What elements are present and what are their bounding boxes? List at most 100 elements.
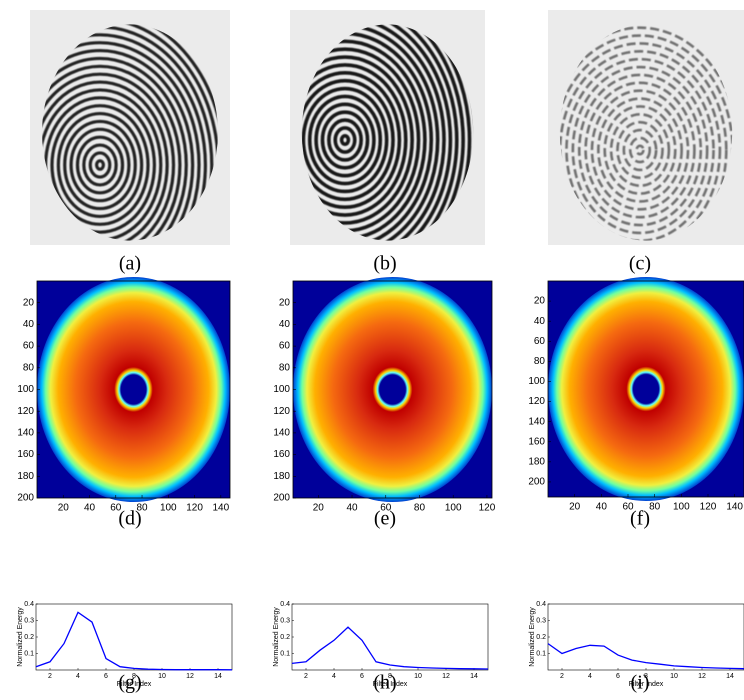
ridge: [307, 94, 383, 186]
ridge: [301, 24, 453, 241]
ridge: [94, 159, 105, 171]
y-tick-label: 80: [23, 362, 35, 373]
ridge: [82, 143, 118, 187]
y-tick-label: 0.3: [280, 617, 290, 624]
ridge: [88, 151, 112, 179]
y-tick-label: 40: [23, 319, 35, 330]
y-tick-label: 0.2: [24, 634, 34, 641]
x-axis-label: Filter Index: [629, 681, 664, 688]
y-axis-label: Normalized Energy: [17, 607, 24, 667]
caption: (h): [373, 672, 396, 694]
y-tick-label: 60: [279, 341, 291, 352]
ridge: [320, 110, 370, 170]
y-tick-label: 200: [273, 493, 290, 504]
x-tick-label: 40: [596, 502, 608, 513]
plot-frame: [547, 280, 744, 498]
caption: (a): [119, 253, 141, 275]
ridge: [301, 78, 395, 202]
y-tick-label: 180: [528, 456, 545, 467]
ridge: [56, 111, 144, 219]
fingerprint: [559, 24, 733, 241]
x-tick-label: 60: [622, 502, 634, 513]
ridge: [559, 34, 733, 241]
x-tick-label: 20: [313, 503, 325, 514]
y-tick-label: 120: [273, 406, 290, 417]
ridge: [597, 97, 683, 203]
x-tick-label: 60: [380, 503, 392, 514]
caption: (b): [373, 253, 396, 275]
y-tick-label: 120: [528, 396, 545, 407]
energy-line: [291, 626, 489, 670]
y-tick-label: 0.4: [280, 601, 290, 608]
x-tick-label: 12: [186, 673, 194, 680]
x-axis-label: Filter Index: [117, 681, 152, 688]
y-tick-label: 140: [17, 428, 34, 439]
x-tick-label: 8: [644, 673, 648, 680]
y-tick-label: 0.1: [24, 650, 34, 657]
x-tick-label: 140: [726, 502, 743, 513]
caption: (i): [631, 672, 650, 694]
x-tick-label: 120: [186, 503, 203, 514]
ridge: [42, 56, 188, 241]
y-tick-label: 0.3: [24, 617, 34, 624]
spectrum: [37, 277, 230, 502]
ridge: [301, 24, 446, 241]
x-tick-label: 12: [698, 673, 706, 680]
plot-frame: [291, 603, 489, 671]
x-tick-label: 4: [76, 673, 80, 680]
y-tick-label: 200: [17, 493, 34, 504]
ridge: [301, 24, 472, 241]
ridge: [565, 57, 715, 241]
y-tick-label: 0.1: [536, 650, 546, 657]
ridge: [42, 33, 208, 241]
y-tick-label: 180: [273, 471, 290, 482]
x-tick-label: 2: [560, 673, 564, 680]
y-tick-label: 0.2: [536, 634, 546, 641]
caption: (g): [118, 672, 141, 694]
y-tick-label: 80: [534, 356, 546, 367]
y-tick-label: 180: [17, 471, 34, 482]
x-tick-label: 40: [84, 503, 96, 514]
caption: (e): [374, 508, 396, 530]
ridge: [628, 136, 652, 164]
ridge: [301, 24, 459, 241]
ridge: [42, 64, 182, 241]
ridge: [616, 120, 664, 180]
y-tick-label: 100: [528, 376, 545, 387]
y-tick-label: 160: [528, 436, 545, 447]
ridge: [609, 113, 671, 188]
ridge: [577, 73, 703, 227]
y-tick-label: 40: [279, 319, 291, 330]
ridge: [333, 126, 357, 154]
y-tick-label: 100: [17, 384, 34, 395]
x-tick-label: 120: [479, 503, 496, 514]
x-tick-label: 80: [414, 503, 426, 514]
x-tick-label: 140: [212, 503, 229, 514]
x-tick-label: 2: [48, 673, 52, 680]
x-tick-label: 80: [136, 503, 148, 514]
ridge: [69, 127, 131, 203]
x-tick-label: 100: [445, 503, 462, 514]
x-tick-label: 10: [670, 673, 678, 680]
x-tick-label: 8: [388, 673, 392, 680]
y-tick-label: 160: [273, 449, 290, 460]
ridge: [63, 119, 137, 211]
y-tick-label: 100: [273, 384, 290, 395]
x-tick-label: 8: [132, 673, 136, 680]
ridge: [559, 42, 728, 241]
y-tick-label: 140: [273, 428, 290, 439]
ridge: [42, 72, 176, 241]
y-tick-label: 60: [534, 336, 546, 347]
x-tick-label: 6: [616, 673, 620, 680]
x-tick-label: 120: [700, 502, 717, 513]
ridge: [590, 89, 690, 211]
ridge: [301, 63, 408, 217]
y-tick-label: 20: [534, 296, 546, 307]
y-axis-label: Normalized Energy: [529, 607, 536, 667]
ridge: [584, 81, 696, 219]
x-tick-label: 4: [588, 673, 592, 680]
y-axis-label: Normalized Energy: [273, 607, 280, 667]
caption: (f): [630, 508, 650, 530]
x-tick-label: 100: [160, 503, 177, 514]
